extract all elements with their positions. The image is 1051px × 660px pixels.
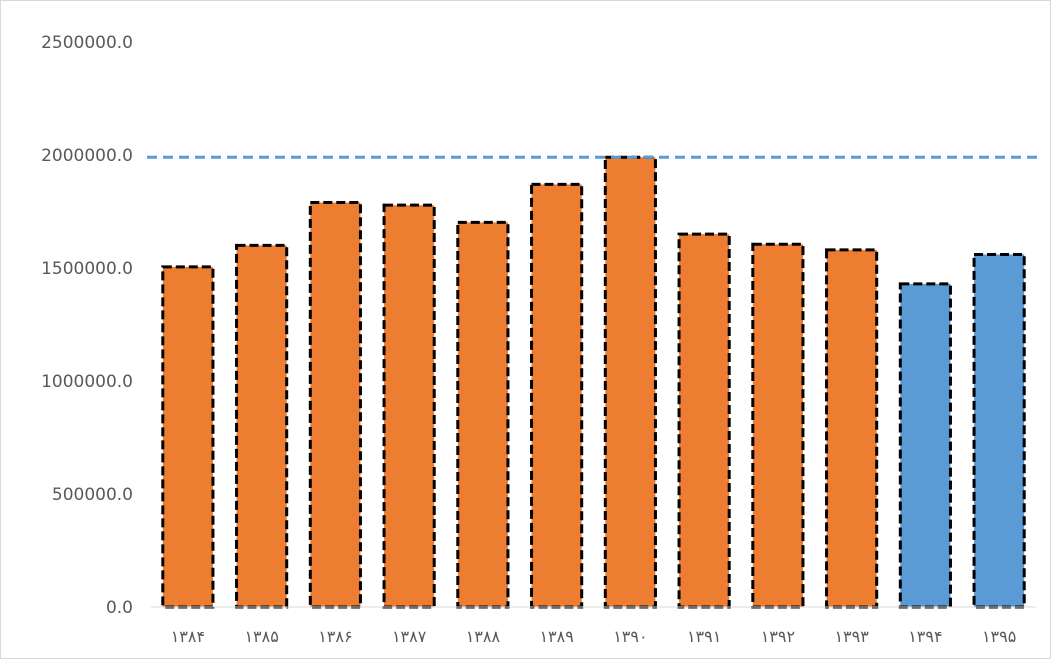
y-tick-label: 1000000.0 [41, 372, 133, 392]
x-tick-label: ۱۳۸۹ [539, 627, 573, 646]
bar [308, 200, 362, 609]
bar [456, 220, 510, 609]
bars [161, 155, 1026, 609]
bar [603, 155, 657, 609]
y-axis-labels: 0.0 500000.0 1000000.0 1500000.0 2000000.0 25… [41, 33, 133, 618]
x-tick-label: ۱۳۹۵ [982, 627, 1016, 646]
bar [825, 248, 879, 609]
bar [751, 242, 805, 609]
x-tick-label: ۱۳۸۴ [171, 627, 205, 646]
bar [530, 182, 584, 609]
x-tick-label: ۱۳۹۳ [834, 627, 869, 646]
y-tick-label: 1500000.0 [41, 259, 133, 279]
y-tick-label: 0.0 [106, 598, 133, 618]
x-tick-label: ۱۳۹۰ [613, 627, 647, 646]
x-tick-label: ۱۳۸۶ [318, 627, 352, 646]
bar [382, 203, 436, 609]
x-tick-label: ۱۳۸۵ [244, 627, 278, 646]
x-tick-label: ۱۳۸۸ [466, 627, 501, 646]
x-tick-label: ۱۳۹۲ [761, 627, 795, 646]
bar [677, 232, 731, 609]
bar [898, 282, 952, 609]
y-tick-label: 500000.0 [52, 485, 133, 505]
bar [161, 265, 215, 609]
x-tick-label: ۱۳۹۴ [908, 627, 942, 646]
y-tick-label: 2000000.0 [41, 146, 133, 166]
x-tick-label: ۱۳۹۱ [687, 627, 721, 646]
y-tick-label: 2500000.0 [41, 33, 133, 53]
x-axis-labels: ۱۳۸۴ ۱۳۸۵ ۱۳۸۶ ۱۳۸۷ ۱۳۸۸ ۱۳۸۹ ۱۳۹۰ ۱۳۹۱ ۱۳۹۲ ۱۳۹۳… [171, 627, 1017, 646]
bar [235, 243, 289, 609]
bar [972, 252, 1026, 609]
x-tick-label: ۱۳۸۷ [392, 627, 427, 646]
